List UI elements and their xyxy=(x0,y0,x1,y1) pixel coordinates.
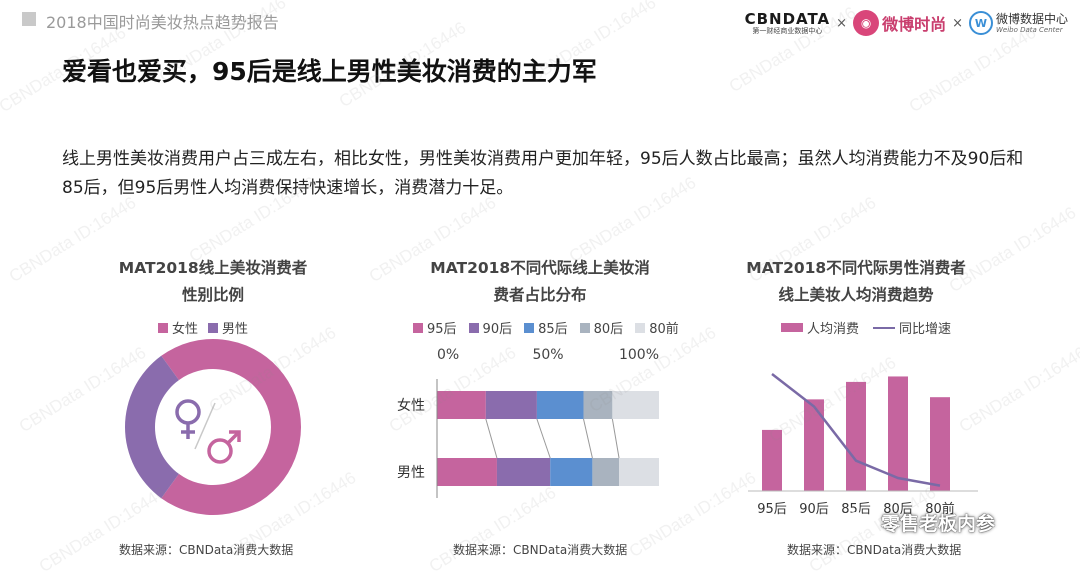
legend-swatch-80 xyxy=(579,322,590,333)
weibo-fashion-logo: ◉ 微博时尚 xyxy=(853,10,946,36)
gender-chart-title: MAT2018线上美妆消费者 性别比例 xyxy=(98,255,328,309)
wechat-account-name: 零售老板内参 xyxy=(881,513,996,535)
weibo-data-subtext: Weibo Data Center xyxy=(995,25,1063,34)
weibo-fashion-text: 微博时尚 xyxy=(882,15,947,34)
segment-connector xyxy=(611,418,620,459)
age-chart-legend: 95后 90后 85后 80后 80前 xyxy=(413,318,679,337)
x-tick-label: 95后 xyxy=(757,502,787,517)
spend-bar xyxy=(846,381,866,491)
legend-swatch-avg-spend xyxy=(781,323,803,332)
stacked-bar-segment xyxy=(437,458,497,486)
legend-swatch-80before xyxy=(635,322,646,333)
gender-chart-source: 数据来源：CBNData消费大数据 xyxy=(119,543,294,557)
spend-chart-title-line2: 线上美妆人均消费趋势 xyxy=(778,286,934,304)
category-label: 女性 xyxy=(397,397,425,414)
stacked-bar-segment xyxy=(592,458,620,486)
legend-item-80before: 80前 xyxy=(635,318,679,337)
x-tick-label: 80前 xyxy=(925,501,955,517)
segment-connector xyxy=(583,418,593,459)
wechat-icon xyxy=(845,511,874,533)
stacked-bar-segment xyxy=(485,391,537,419)
legend-item-female: 女性 xyxy=(158,318,198,337)
legend-item-avg-spend: 人均消费 xyxy=(781,318,859,337)
spend-bar xyxy=(930,397,950,491)
stacked-bar-segment xyxy=(612,391,659,419)
legend-label-female: 女性 xyxy=(172,322,199,337)
gender-donut-chart xyxy=(124,339,301,515)
stacked-bar-segment xyxy=(496,458,551,486)
weibo-data-logo: W 微博数据中心 Weibo Data Center xyxy=(968,11,1068,35)
gender-chart-title-line2: 性别比例 xyxy=(181,286,244,304)
cbndata-logo-subtext: 第一财经商业数据中心 xyxy=(752,26,823,35)
logo-separator: × xyxy=(952,15,963,31)
age-chart-source: 数据来源：CBNData消费大数据 xyxy=(453,543,628,557)
spend-bar xyxy=(888,376,908,491)
donut-slice-male xyxy=(124,355,179,499)
legend-label-85: 85后 xyxy=(538,322,568,337)
wechat-account-tag: 零售老板内参 xyxy=(845,509,995,536)
summary-paragraph: 线上男性美妆消费用户占三成左右，相比女性，男性美妆消费用户更加年轻，95后人数占… xyxy=(62,149,1024,198)
cbndata-logo-text: CBNDATA xyxy=(744,9,831,28)
spend-chart-title-line1: MAT2018不同代际男性消费者 xyxy=(746,259,966,277)
spend-chart-source: 数据来源：CBNData消费大数据 xyxy=(787,543,962,557)
partner-logos: CBNDATA 第一财经商业数据中心 × ◉ 微博时尚 × W 微博数据中心 W… xyxy=(745,6,1068,40)
header-marker xyxy=(22,12,36,26)
weibo-data-text: 微博数据中心 xyxy=(995,11,1068,26)
weibo-data-icon: W xyxy=(968,11,993,35)
legend-swatch-male xyxy=(208,322,219,333)
category-label: 男性 xyxy=(397,465,425,481)
cbndata-logo: CBNDATA 第一财经商业数据中心 xyxy=(745,11,831,36)
legend-label-yoy-growth: 同比增速 xyxy=(899,322,952,337)
legend-label-80before: 80前 xyxy=(649,322,679,337)
legend-label-male: 男性 xyxy=(222,322,249,337)
stacked-bar-segment xyxy=(583,391,613,419)
legend-label-80: 80后 xyxy=(593,322,624,337)
header-bar: 2018中国时尚美妆热点趋势报告 CBNDATA 第一财经商业数据中心 × ◉ … xyxy=(0,0,1080,40)
stacked-bar-segment xyxy=(536,391,584,419)
stacked-bar-segment xyxy=(437,391,486,419)
spend-bar xyxy=(804,399,824,491)
axis-tick-label: 50% xyxy=(532,347,563,363)
report-title: 2018中国时尚美妆热点趋势报告 xyxy=(46,13,279,32)
donut-slice-female xyxy=(161,339,301,515)
legend-item-male: 男性 xyxy=(208,318,248,337)
legend-item-95: 95后 xyxy=(413,318,457,337)
page-title: 爱看也爱买，95后是线上男性美妆消费的主力军 xyxy=(62,57,597,86)
weibo-eye-icon: ◉ xyxy=(853,10,880,36)
stacked-bar-segment xyxy=(619,458,659,486)
gender-chart-legend: 女性 男性 xyxy=(158,318,248,337)
spend-chart-legend: 人均消费 同比增速 xyxy=(781,318,951,337)
stacked-bar-segment xyxy=(550,458,593,486)
axis-tick-label: 100% xyxy=(619,347,659,363)
age-chart-title: MAT2018不同代际线上美妆消 费者占比分布 xyxy=(410,255,670,309)
legend-item-90: 90后 xyxy=(468,318,513,337)
legend-swatch-female xyxy=(158,322,168,333)
legend-line-yoy-growth xyxy=(873,326,896,329)
spend-combo-chart: 95后 90后 85后 80后 80前 xyxy=(748,373,978,517)
legend-swatch-95 xyxy=(413,322,423,333)
age-chart-title-line2: 费者占比分布 xyxy=(493,286,587,304)
legend-label-95: 95后 xyxy=(427,322,457,337)
legend-label-90: 90后 xyxy=(482,322,513,337)
x-tick-label: 85后 xyxy=(841,502,871,517)
legend-swatch-90 xyxy=(468,322,479,333)
age-chart-title-line1: MAT2018不同代际线上美妆消 xyxy=(430,259,650,277)
x-tick-label: 90后 xyxy=(799,502,829,517)
legend-item-yoy-growth: 同比增速 xyxy=(873,318,951,337)
legend-swatch-85 xyxy=(524,322,535,333)
axis-tick-label: 0% xyxy=(437,347,459,363)
legend-label-avg-spend: 人均消费 xyxy=(807,322,860,337)
spend-bar xyxy=(762,429,782,491)
gender-symbols-icon xyxy=(175,399,241,464)
growth-line xyxy=(771,373,941,487)
segment-connector xyxy=(485,418,498,459)
legend-item-80: 80后 xyxy=(579,318,624,337)
x-tick-label: 80后 xyxy=(883,502,913,517)
segment-connector xyxy=(536,418,551,459)
gender-chart-title-line1: MAT2018线上美妆消费者 xyxy=(118,259,308,277)
logo-separator: × xyxy=(836,15,848,31)
spend-chart-title: MAT2018不同代际男性消费者 线上美妆人均消费趋势 xyxy=(726,255,986,309)
legend-item-85: 85后 xyxy=(524,318,568,337)
